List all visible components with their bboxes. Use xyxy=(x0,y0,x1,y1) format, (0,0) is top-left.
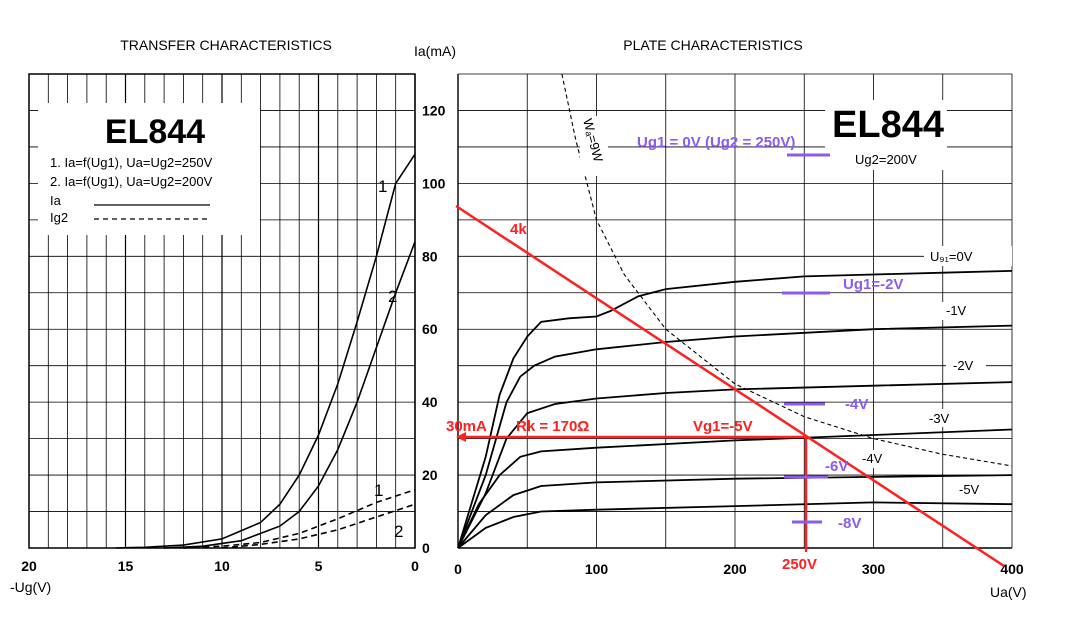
curve-label-ia-2: 2 xyxy=(388,287,397,306)
legend-entry-1: 1. Ia=f(Ug1), Ua=Ug2=250V xyxy=(50,155,213,170)
curve-label-ig2-1: 1 xyxy=(374,481,383,500)
label-bg-3v xyxy=(922,409,962,427)
transfer-tube-name: EL844 xyxy=(105,113,205,151)
plate-series-line xyxy=(457,324,1013,549)
ug1-0v-annotation: Ug1 = 0V (Ug2 = 250V) xyxy=(637,134,795,151)
curve-label-ia-1: 1 xyxy=(378,177,387,196)
plate-series-line xyxy=(457,381,1013,549)
plate-x-tick-label: 200 xyxy=(723,561,747,577)
plate-x-label: Ua(V) xyxy=(990,584,1027,600)
transfer-x-tick-label: 10 xyxy=(214,558,230,574)
transfer-series-line xyxy=(221,503,416,549)
plate-tube-name: EL844 xyxy=(832,104,944,146)
plate-x-tick-label: 0 xyxy=(454,561,462,577)
transfer-series-line xyxy=(183,488,416,549)
transfer-curves xyxy=(115,153,416,549)
plate-y-label: Ia(mA) xyxy=(414,43,456,59)
plate-x-ticks: 0 100 200 300 400 xyxy=(454,561,1024,577)
load-label: 4k xyxy=(510,221,527,238)
plate-y-ticks: 0 20 40 60 80 100 120 xyxy=(422,102,446,556)
curve-label-minus1v: -1V xyxy=(946,303,967,318)
load-line xyxy=(455,204,1005,568)
label-bg-0v xyxy=(924,246,1012,266)
transfer-chart: TRANSFER CHARACTERISTICS 20 15 10 5 0 -Ug(V)… xyxy=(10,37,419,595)
transfer-x-tick-label: 5 xyxy=(315,558,323,574)
curve-label-minus4v: -4V xyxy=(862,451,883,466)
plate-x-tick-label: 100 xyxy=(585,561,609,577)
transfer-title: TRANSFER CHARACTERISTICS xyxy=(120,37,332,53)
label-bg-2v xyxy=(946,356,986,374)
plate-title-background xyxy=(825,100,947,170)
plate-x-tick-label: 300 xyxy=(862,561,886,577)
minus6v-annotation: -6V xyxy=(825,458,848,475)
minus8v-annotation: -8V xyxy=(838,515,861,532)
plate-y-tick-label: 40 xyxy=(422,394,438,410)
current-label: 30mA xyxy=(446,418,487,435)
transfer-x-tick-label: 0 xyxy=(411,558,419,574)
plate-y-tick-label: 120 xyxy=(422,102,446,118)
legend-entry-2: 2. Ia=f(Ug1), Ua=Ug2=200V xyxy=(50,174,213,189)
plate-y-tick-label: 0 xyxy=(422,540,430,556)
curve-label-ug1-0v: U₉₁=0V xyxy=(930,249,973,264)
plate-ug2-label: Ug2=200V xyxy=(855,152,917,167)
plate-y-tick-label: 80 xyxy=(422,248,438,264)
curve-label-minus3v: -3V xyxy=(929,411,950,426)
wa-label-background xyxy=(580,116,608,176)
label-bg-1v xyxy=(938,302,978,320)
plate-series-line xyxy=(457,501,1013,549)
plate-x-tick-label: 400 xyxy=(1000,561,1024,577)
transfer-x-label: -Ug(V) xyxy=(10,579,51,595)
plate-curves xyxy=(457,73,1013,549)
legend-ia: Ia xyxy=(50,193,62,208)
rk-label: Rk = 170Ω xyxy=(516,418,589,435)
transfer-x-tick-label: 20 xyxy=(21,558,37,574)
plate-y-tick-label: 20 xyxy=(422,467,438,483)
legend-ig2: Ig2 xyxy=(50,210,68,225)
plate-series-line xyxy=(457,474,1013,549)
voltage-label-background xyxy=(778,552,834,574)
plate-series-line xyxy=(561,73,1013,467)
vg1-label: Vg1=-5V xyxy=(693,418,753,435)
plate-series-line xyxy=(457,270,1013,549)
plate-title: PLATE CHARACTERISTICS xyxy=(623,37,802,53)
curve-label-minus2v: -2V xyxy=(953,358,974,373)
plate-y-tick-label: 100 xyxy=(422,175,446,191)
label-bg-5v xyxy=(952,479,992,497)
transfer-series-line xyxy=(164,241,416,549)
transfer-legend: EL844 1. Ia=f(Ug1), Ua=Ug2=250V 2. Ia=f(… xyxy=(38,103,260,235)
label-bg-4v xyxy=(856,450,890,468)
legend-background xyxy=(38,103,260,235)
transfer-x-ticks: 20 15 10 5 0 xyxy=(21,558,419,574)
plate-y-tick-label: 60 xyxy=(422,321,438,337)
plate-series-line xyxy=(457,428,1013,549)
voltage-label: 250V xyxy=(782,556,817,573)
transfer-series-line xyxy=(115,153,416,549)
plate-grid xyxy=(457,73,1013,549)
minus4v-annotation: -4V xyxy=(845,396,868,413)
transfer-x-tick-label: 15 xyxy=(118,558,134,574)
ug1-minus2v-annotation: Ug1=-2V xyxy=(843,276,903,293)
curve-label-minus5v: -5V xyxy=(959,482,980,497)
curve-label-ig2-2: 2 xyxy=(394,522,403,541)
plate-chart: PLATE CHARACTERISTICS Ia(mA) 0 20 40 60 80 10… xyxy=(414,37,1027,600)
